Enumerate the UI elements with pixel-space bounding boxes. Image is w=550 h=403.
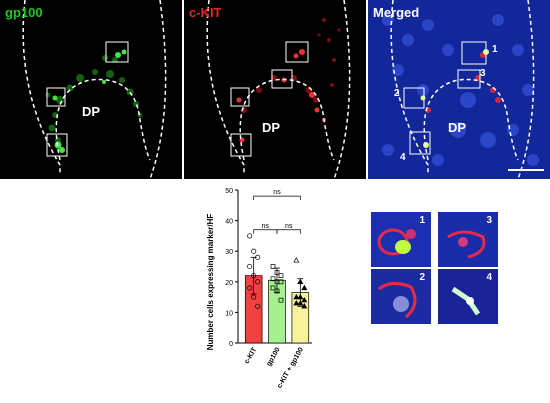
- inset-1: 1: [371, 212, 431, 267]
- y-tick-label: 0: [229, 341, 233, 348]
- x-tick-label: gp100: [266, 346, 282, 367]
- panel-label-ckit: c-KIT: [189, 5, 222, 20]
- gp100-panel: gp100 DP: [0, 0, 182, 179]
- inset-number: 4: [486, 272, 492, 283]
- data-point: [274, 270, 280, 275]
- significance-label: ns: [273, 189, 281, 196]
- box-number-3: 3: [480, 68, 486, 79]
- data-point: [297, 300, 304, 306]
- data-point: [251, 294, 257, 300]
- data-point: [255, 279, 261, 285]
- data-point: [247, 285, 253, 291]
- y-tick-label: 20: [225, 280, 233, 287]
- data-point: [278, 273, 284, 279]
- data-point: [278, 279, 284, 285]
- data-point: [255, 254, 261, 260]
- data-point: [293, 300, 300, 306]
- y-tick-label: 40: [225, 219, 233, 226]
- inset-number: 1: [419, 215, 425, 226]
- data-point: [293, 257, 300, 263]
- dp-label: DP: [448, 120, 467, 135]
- inset-number: 2: [419, 272, 425, 283]
- data-point: [301, 296, 308, 303]
- ckit-panel: c-KIT DP: [184, 0, 366, 179]
- inset-4: 4: [438, 269, 498, 324]
- y-tick-label: 50: [225, 188, 233, 195]
- significance-bracket: [253, 195, 301, 201]
- x-tick-label: c-KIT: [244, 346, 259, 365]
- significance-bracket: [276, 229, 301, 234]
- inset-3: 3: [438, 212, 498, 267]
- panel-label-gp100: gp100: [5, 5, 43, 20]
- inset-number: 3: [486, 215, 492, 226]
- y-tick-label: 10: [225, 310, 233, 317]
- ckit-micrograph: [184, 0, 366, 179]
- data-point: [255, 303, 261, 309]
- significance-label: ns: [262, 223, 270, 230]
- box-number-1: 1: [492, 44, 498, 55]
- data-point: [301, 284, 308, 291]
- data-point: [297, 293, 304, 300]
- y-tick-label: 30: [225, 249, 233, 256]
- merged-panel: Merged DP 1 2 3 4: [368, 0, 550, 179]
- inset-image-1: [371, 212, 431, 267]
- dp-label: DP: [262, 120, 281, 135]
- inset-2: 2: [371, 269, 431, 324]
- data-point: [301, 303, 308, 309]
- data-point: [274, 288, 280, 294]
- merged-micrograph: [368, 0, 550, 179]
- box-number-2: 2: [394, 88, 400, 99]
- inset-image-4: [438, 269, 498, 324]
- data-point: [247, 263, 253, 270]
- data-point: [251, 273, 257, 279]
- dp-label: DP: [82, 104, 101, 119]
- data-point: [278, 297, 284, 303]
- gp100-micrograph: [0, 0, 182, 179]
- data-point: [293, 293, 300, 300]
- inset-image-3: [438, 212, 498, 267]
- inset-image-2: [371, 269, 431, 324]
- x-tick-label: c-KIT + gp100: [276, 346, 305, 389]
- significance-bracket: [253, 229, 278, 234]
- y-axis-label: Number cells expressing marker/HF: [206, 214, 215, 351]
- data-point: [270, 264, 276, 269]
- panel-label-merged: Merged: [373, 5, 420, 20]
- data-point: [251, 248, 257, 254]
- data-point: [247, 233, 253, 239]
- data-point: [270, 285, 276, 291]
- data-point: [297, 278, 304, 284]
- data-point: [270, 276, 276, 282]
- significance-label: ns: [285, 223, 293, 230]
- box-number-4: 4: [400, 152, 406, 163]
